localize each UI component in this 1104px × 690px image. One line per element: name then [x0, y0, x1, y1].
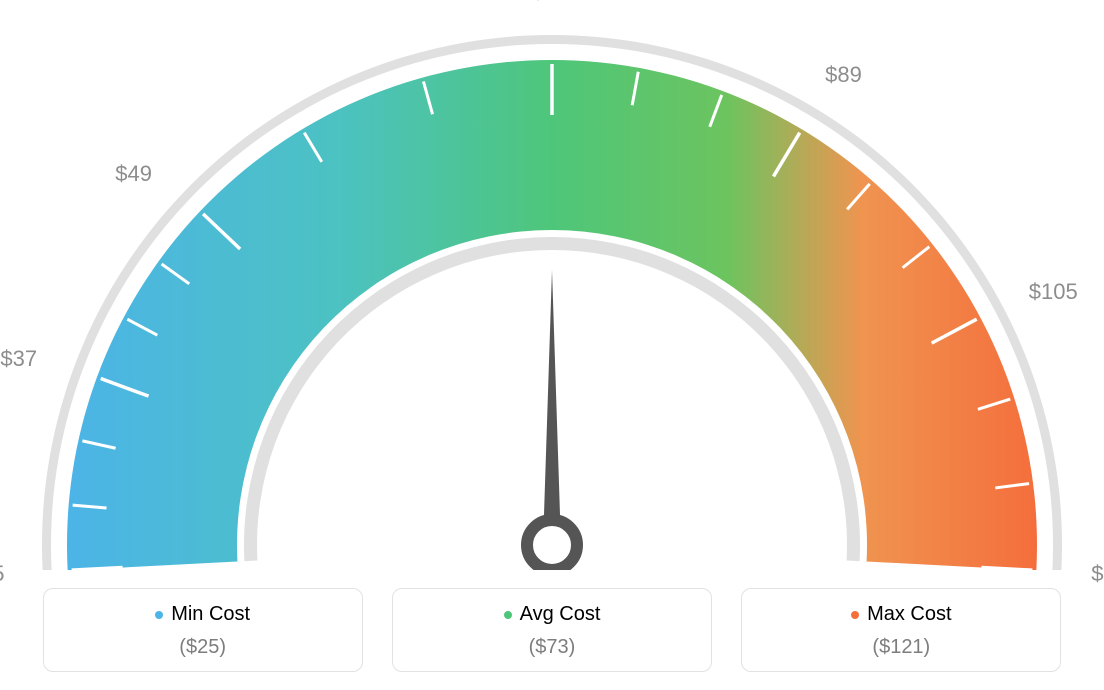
legend-max-label: Max Cost: [851, 603, 951, 626]
gauge-tick-label: $105: [1029, 279, 1078, 305]
gauge-tick-label: $25: [0, 561, 4, 587]
legend-min-label: Min Cost: [155, 603, 250, 626]
gauge-tick-label: $49: [115, 161, 152, 187]
legend-avg-cost: Avg Cost ($73): [392, 588, 712, 672]
legend-avg-label-text: Avg Cost: [520, 603, 601, 626]
dot-icon: [851, 611, 859, 619]
legend-min-cost: Min Cost ($25): [43, 588, 363, 672]
gauge-tick-label: $73: [532, 0, 569, 5]
dot-icon: [504, 611, 512, 619]
gauge-tick-label: $121: [1091, 561, 1104, 587]
legend-avg-label: Avg Cost: [504, 603, 601, 626]
legend-max-label-text: Max Cost: [867, 603, 951, 626]
legend-row: Min Cost ($25) Avg Cost ($73) Max Cost (…: [0, 588, 1104, 672]
gauge-tick-label: $37: [0, 346, 37, 372]
gauge-chart: $25$37$49$73$89$105$121: [0, 0, 1104, 570]
legend-min-value: ($25): [179, 636, 226, 659]
legend-max-value: ($121): [872, 636, 930, 659]
legend-avg-value: ($73): [529, 636, 576, 659]
dot-icon: [155, 611, 163, 619]
legend-min-label-text: Min Cost: [171, 603, 250, 626]
legend-max-cost: Max Cost ($121): [741, 588, 1061, 672]
gauge-tick-label: $89: [825, 62, 862, 88]
gauge-svg: [0, 0, 1104, 570]
